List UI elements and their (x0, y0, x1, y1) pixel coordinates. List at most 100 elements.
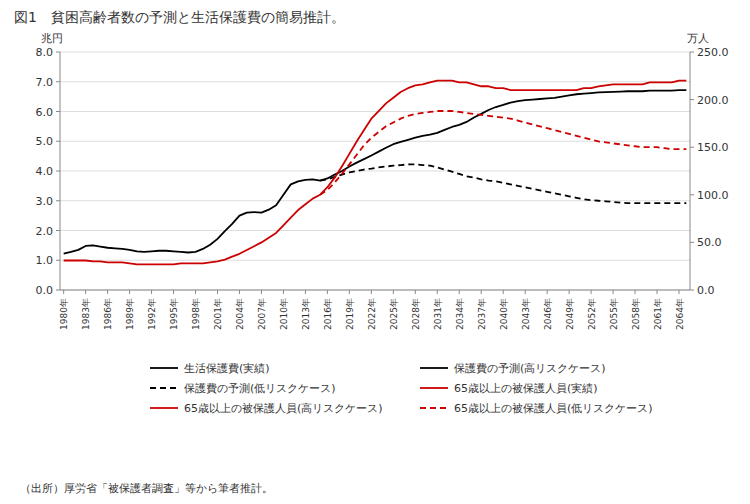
x-tick-label: 1986年 (103, 298, 113, 330)
grid-line (60, 290, 690, 291)
x-tick-label: 2016年 (323, 298, 333, 330)
grid-line (60, 171, 690, 172)
x-tick-label: 2064年 (675, 298, 685, 330)
x-tick-label: 2013年 (301, 298, 311, 330)
x-tick (261, 290, 262, 294)
x-tick (85, 290, 86, 294)
legend-label: 65歳以上の被保護人員(低リスクケース) (454, 402, 653, 415)
y-tick-label: 0.0 (36, 284, 54, 297)
x-tick-label: 2019年 (345, 298, 355, 330)
legend-label: 65歳以上の被保護人員(高リスクケース) (184, 402, 383, 415)
x-tick (283, 290, 284, 294)
x-tick-label: 2010年 (279, 298, 289, 330)
y2-tick-label: 0.0 (697, 284, 715, 297)
y-tick-label: 3.0 (36, 195, 54, 208)
grid-line (60, 111, 690, 112)
y-tick-label: 5.0 (36, 135, 54, 148)
x-tick (481, 290, 482, 294)
legend-label: 保護費の予測(低リスクケース) (184, 382, 336, 395)
x-tick-label: 2040年 (499, 298, 509, 330)
x-tick (503, 290, 504, 294)
x-tick (657, 290, 658, 294)
x-tick (129, 290, 130, 294)
x-tick (195, 290, 196, 294)
legend-swatch (150, 367, 178, 369)
y2-tick-label: 250.0 (697, 46, 729, 59)
grid-line (60, 52, 690, 53)
series-line (320, 111, 686, 195)
x-tick (547, 290, 548, 294)
x-tick-label: 2058年 (631, 298, 641, 330)
x-tick (569, 290, 570, 294)
plot-area (64, 81, 687, 265)
x-tick-label: 1983年 (81, 298, 91, 330)
x-tick-label: 1980年 (59, 298, 69, 330)
legend-label: 保護費の予測(高リスクケース) (454, 362, 606, 375)
legend: 生活保護費(実績)保護費の予測(高リスクケース)保護費の予測(低リスクケース)6… (150, 362, 653, 415)
x-axis-line (60, 290, 690, 291)
x-tick-label: 2004年 (235, 298, 245, 330)
x-tick-label: 1998年 (191, 298, 201, 330)
y-tick (56, 200, 60, 201)
x-tick-label: 2028年 (411, 298, 421, 330)
x-tick (437, 290, 438, 294)
y2-tick-label: 100.0 (697, 189, 729, 202)
x-tick (393, 290, 394, 294)
x-tick (327, 290, 328, 294)
x-tick-label: 1995年 (169, 298, 179, 330)
x-tick (613, 290, 614, 294)
x-tick-label: 2001年 (213, 298, 223, 330)
x-tick-label: 2055年 (609, 298, 619, 330)
x-tick (371, 290, 372, 294)
y-tick (56, 81, 60, 82)
legend-swatch (150, 407, 178, 409)
y-tick-label: 6.0 (36, 106, 54, 119)
x-tick-label: 2052年 (587, 298, 597, 330)
y-tick-label: 1.0 (36, 254, 54, 267)
y2-tick-label: 50.0 (697, 236, 722, 249)
y-tick-label: 2.0 (36, 225, 54, 238)
x-tick-label: 2031年 (433, 298, 443, 330)
y2-axis-line (690, 52, 691, 290)
x-tick-label: 2049年 (565, 298, 575, 330)
legend-swatch (420, 367, 448, 369)
legend-swatch (420, 407, 448, 409)
legend-label: 65歳以上の被保護人員(実績) (454, 382, 598, 395)
x-tick (107, 290, 108, 294)
x-tick (63, 290, 64, 294)
y-tick-label: 7.0 (36, 76, 54, 89)
y2-tick (690, 147, 694, 148)
legend-swatch (420, 387, 448, 389)
x-tick (173, 290, 174, 294)
y2-tick (690, 194, 694, 195)
y-axis-line (60, 52, 61, 290)
y-tick (56, 111, 60, 112)
x-tick (217, 290, 218, 294)
x-tick (635, 290, 636, 294)
y-tick (56, 141, 60, 142)
x-tick-label: 2007年 (257, 298, 267, 330)
y2-axis-label: 万人 (687, 32, 709, 45)
x-tick (349, 290, 350, 294)
y-tick-label: 8.0 (36, 46, 54, 59)
x-tick (459, 290, 460, 294)
y2-tick-label: 200.0 (697, 94, 729, 107)
y2-tick (690, 52, 694, 53)
x-tick-label: 2025年 (389, 298, 399, 330)
x-tick (591, 290, 592, 294)
y2-tick (690, 242, 694, 243)
title: 図1 貧困高齢者数の予測と生活保護費の簡易推計。 (14, 9, 345, 25)
y-tick (56, 230, 60, 231)
series-line (320, 81, 686, 195)
x-tick-label: 2022年 (367, 298, 377, 330)
grid-line (60, 230, 690, 231)
x-tick (415, 290, 416, 294)
y-tick (56, 52, 60, 53)
x-tick-label: 2037年 (477, 298, 487, 330)
series-line (64, 195, 320, 264)
x-tick-label: 2046年 (543, 298, 553, 330)
x-tick (679, 290, 680, 294)
y-axis-label: 兆円 (41, 32, 63, 45)
x-tick (239, 290, 240, 294)
chart: 図1 貧困高齢者数の予測と生活保護費の簡易推計。兆円 万人 0.0 1.0 2.0 3.0… (0, 0, 750, 504)
